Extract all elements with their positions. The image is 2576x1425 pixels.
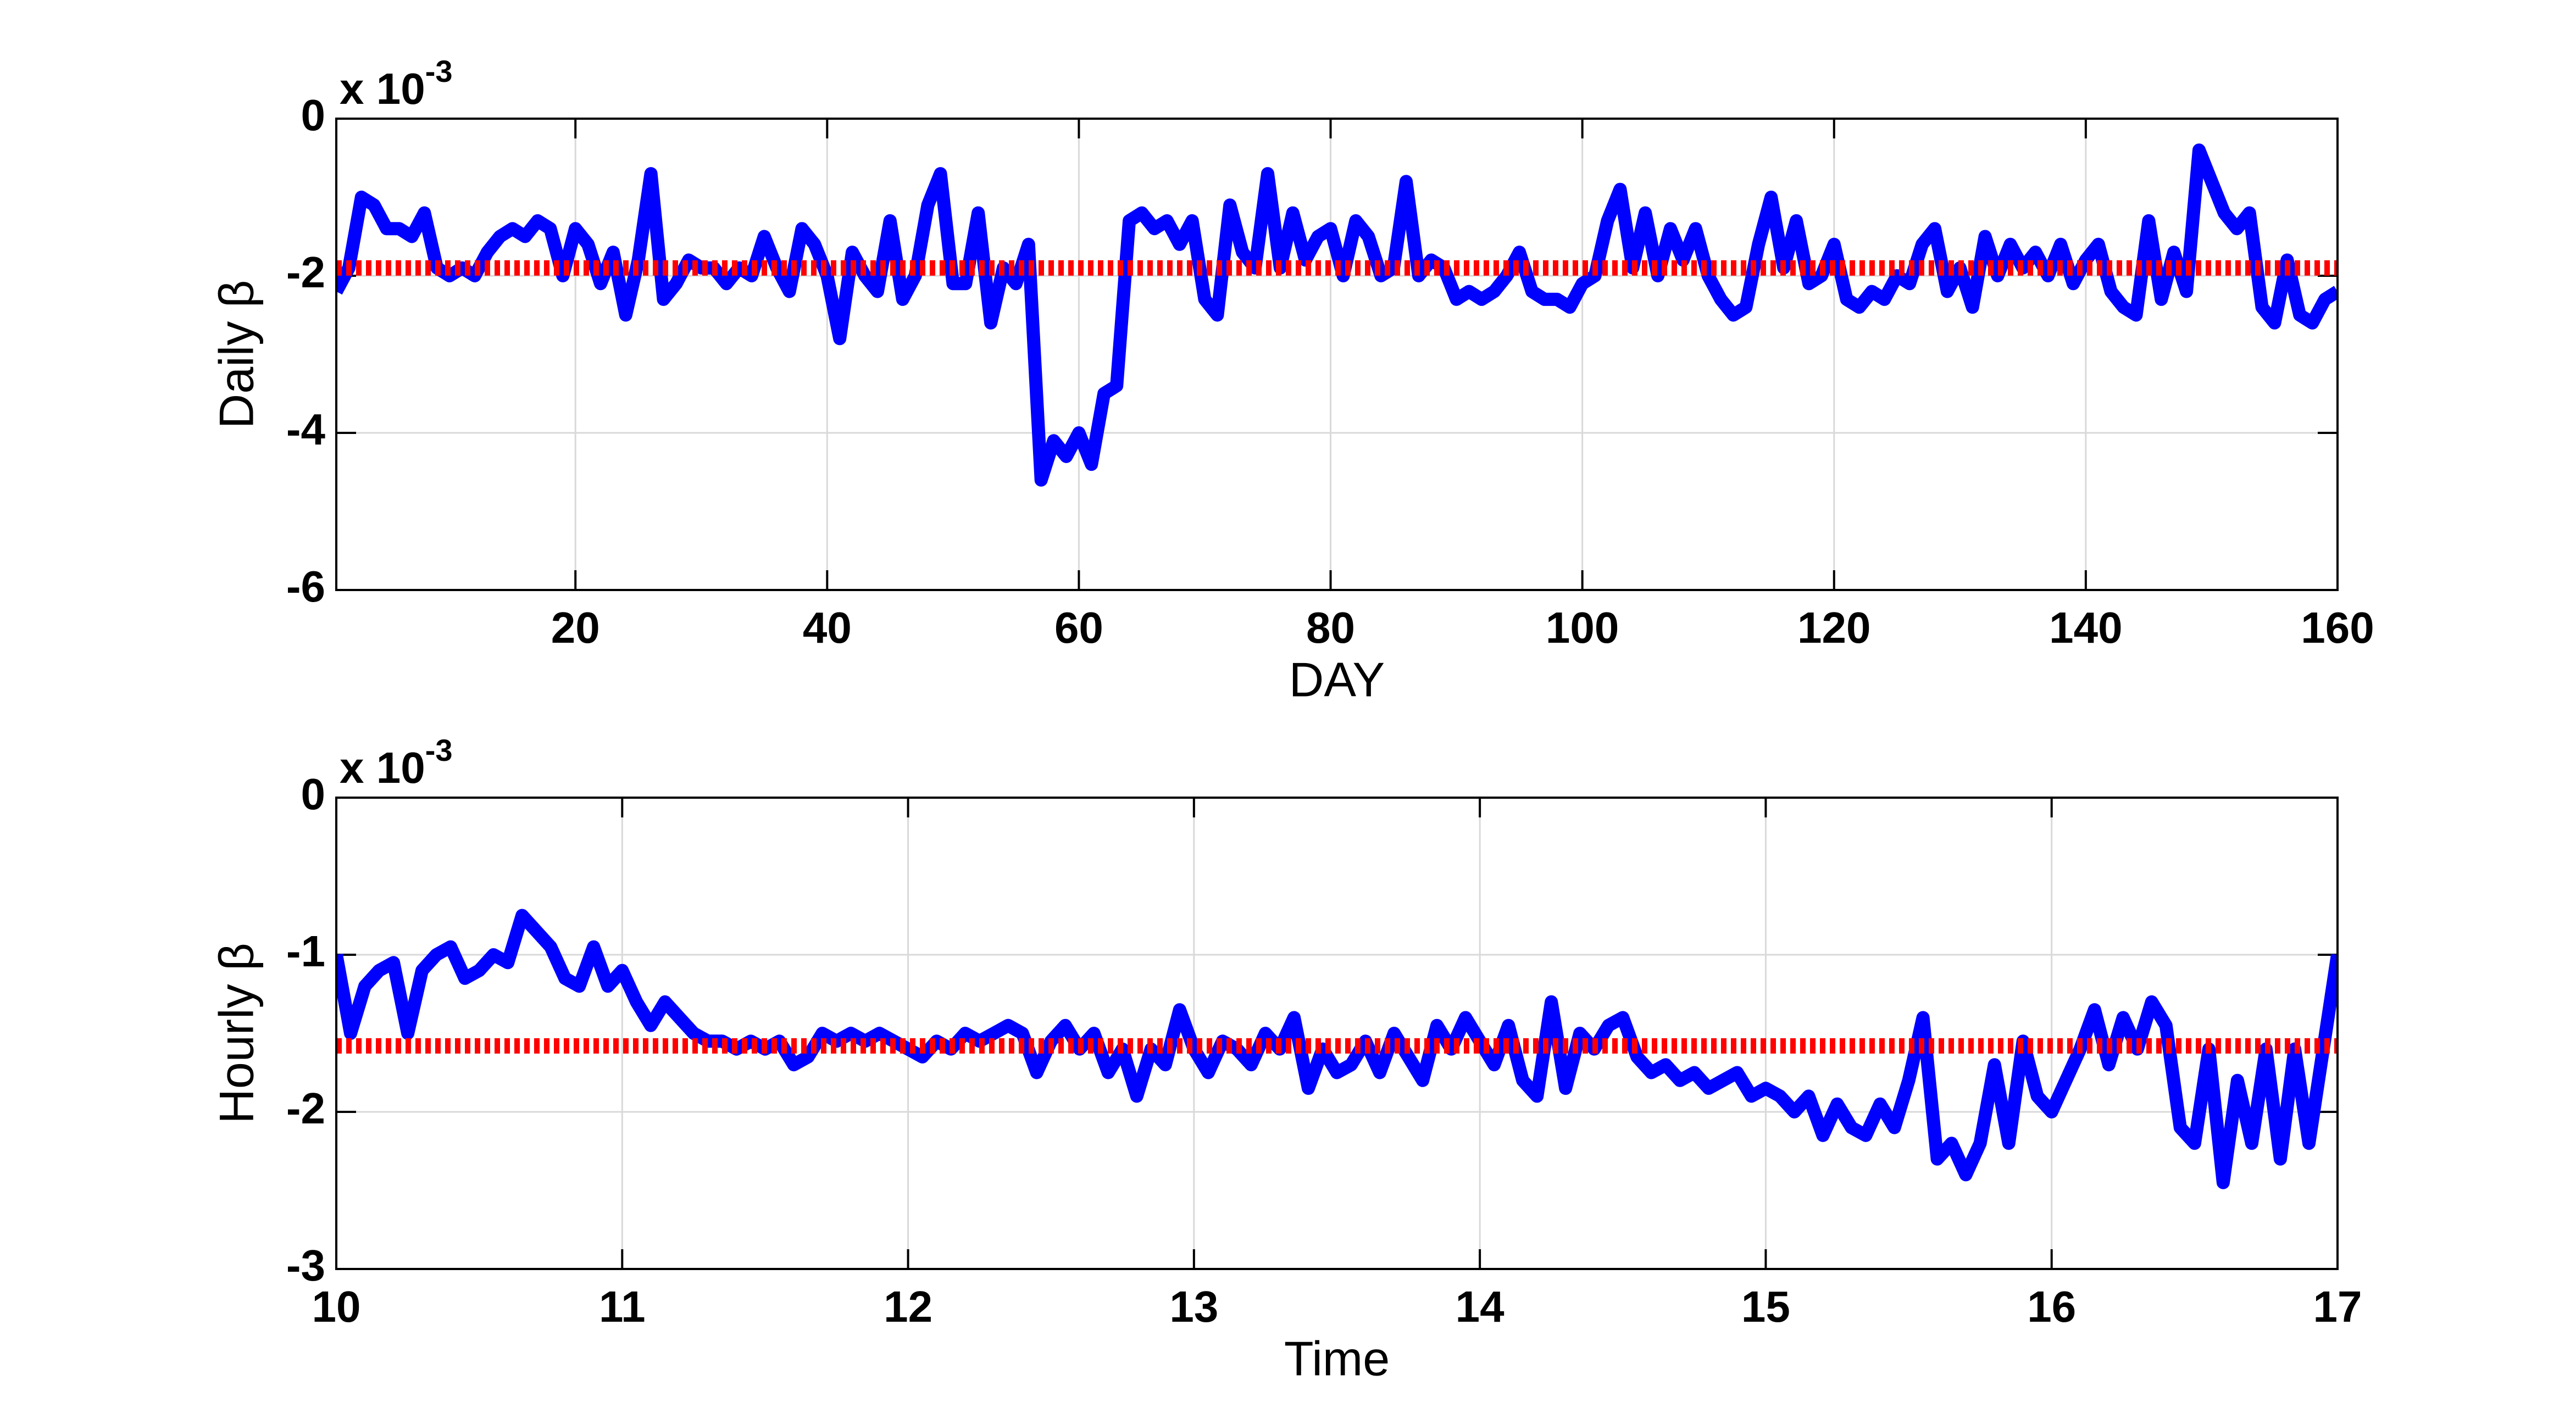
- y-tick-label: -2: [286, 1084, 325, 1133]
- data-line: [336, 909, 2338, 1189]
- y-tick-label: -3: [286, 1241, 325, 1290]
- y-tick-label: -1: [286, 927, 325, 976]
- axes-box: [335, 797, 2339, 1270]
- y-tick-label: 0: [301, 770, 326, 819]
- series-group: [336, 143, 2338, 487]
- multiplier-exponent: -3: [425, 54, 453, 88]
- x-tick-label: 20: [551, 603, 600, 652]
- axis-multiplier: x 10-3: [340, 54, 453, 113]
- y-tick-label: -4: [286, 405, 326, 454]
- x-tick-label: 17: [2313, 1282, 2362, 1331]
- y-tick-label: -6: [286, 562, 325, 611]
- x-tick-label: 160: [2301, 603, 2374, 652]
- y-tick-label: -2: [286, 248, 325, 297]
- x-tick-label: 16: [2027, 1282, 2076, 1331]
- plot-area: [336, 119, 2338, 590]
- x-tick-label: 40: [803, 603, 852, 652]
- plot-area: [336, 798, 2338, 1269]
- y-axis-label: Daily β: [209, 280, 263, 429]
- x-tick-label: 14: [1456, 1282, 1504, 1331]
- x-axis-label: DAY: [1289, 652, 1385, 706]
- x-tick-label: 120: [1797, 603, 1870, 652]
- y-axis-label: Hourly β: [209, 943, 263, 1123]
- axis-multiplier: x 10-3: [340, 733, 453, 792]
- x-tick-label: 15: [1741, 1282, 1790, 1331]
- x-tick-label: 13: [1169, 1282, 1218, 1331]
- multiplier-base: x 10: [340, 64, 425, 113]
- y-tick-label: 0: [301, 91, 326, 140]
- x-tick-label: 140: [2049, 603, 2122, 652]
- x-tick-label: 11: [599, 1282, 646, 1331]
- x-tick-label: 10: [312, 1282, 361, 1331]
- axes-box: [335, 118, 2339, 591]
- x-tick-label: 100: [1546, 603, 1619, 652]
- multiplier-base: x 10: [340, 743, 425, 792]
- x-axis-label: Time: [1284, 1331, 1390, 1385]
- multiplier-exponent: -3: [425, 733, 453, 767]
- data-line: [336, 143, 2338, 487]
- x-tick-label: 12: [884, 1282, 932, 1331]
- x-tick-label: 80: [1306, 603, 1355, 652]
- x-tick-label: 60: [1054, 603, 1103, 652]
- series-group: [336, 909, 2338, 1189]
